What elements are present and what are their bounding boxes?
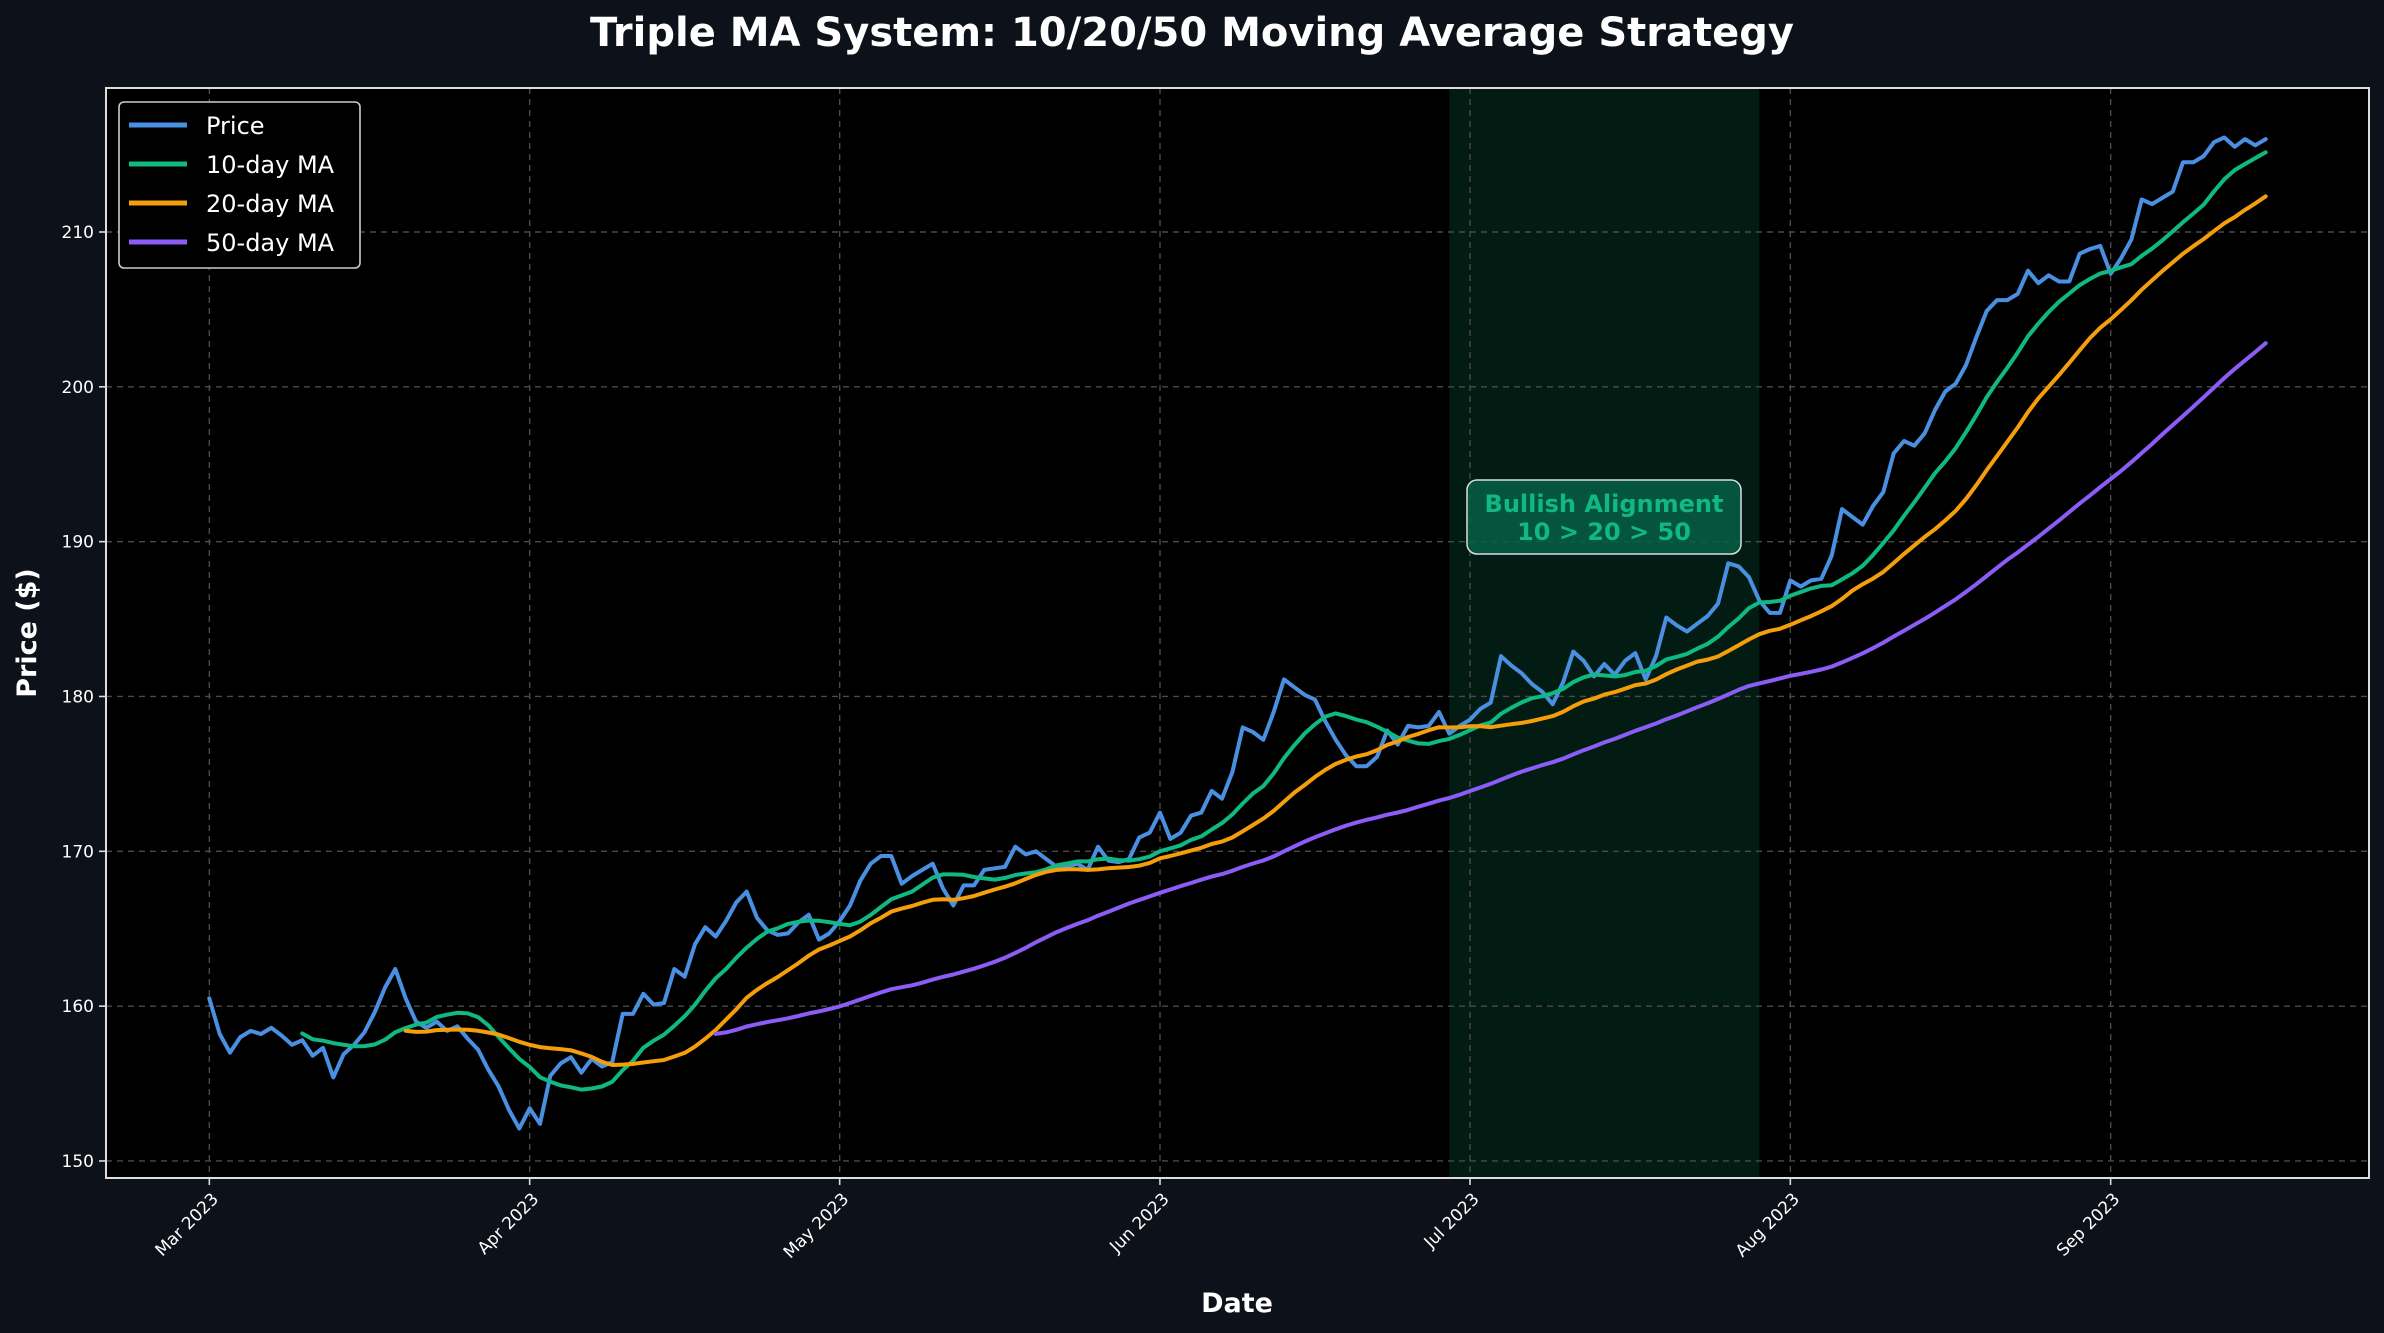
legend-box (118, 101, 361, 269)
price-line (207, 135, 2268, 1131)
series-layer (207, 135, 2268, 1131)
chart-title: Triple MA System: 10/20/50 Moving Averag… (590, 10, 1794, 56)
legend-label-ma20: 20-day MA (206, 190, 335, 218)
y-tick-label: 200 (62, 378, 94, 398)
annotation: Bullish Alignment 10 > 20 > 50 (1466, 479, 1742, 555)
y-tick-label: 190 (62, 533, 94, 553)
y-tick-label: 170 (62, 842, 94, 862)
ma20-line (403, 194, 2268, 1067)
y-axis-label: Price ($) (12, 568, 43, 698)
y-tick-label: 150 (62, 1152, 94, 1172)
y-tick-label: 160 (62, 997, 94, 1017)
plot-frame (105, 87, 2370, 1179)
x-axis-label: Date (1201, 1288, 1273, 1319)
legend: Price 10-day MA 20-day MA 50-day MA (118, 101, 361, 269)
annotation-box (1466, 479, 1742, 555)
legend-label-ma10: 10-day MA (206, 151, 335, 179)
bullish-highlight-region (1449, 88, 1760, 1178)
highlight-region-layer (1449, 88, 1760, 1178)
y-tick-label: 210 (62, 223, 94, 243)
plot-area (106, 88, 2369, 1178)
y-tick-label: 180 (62, 687, 94, 707)
legend-label-price: Price (206, 112, 265, 140)
ma50-line (713, 341, 2268, 1036)
annotation-line2: 10 > 20 > 50 (1517, 518, 1691, 546)
legend-label-ma50: 50-day MA (206, 229, 335, 257)
annotation-line1: Bullish Alignment (1485, 490, 1724, 518)
